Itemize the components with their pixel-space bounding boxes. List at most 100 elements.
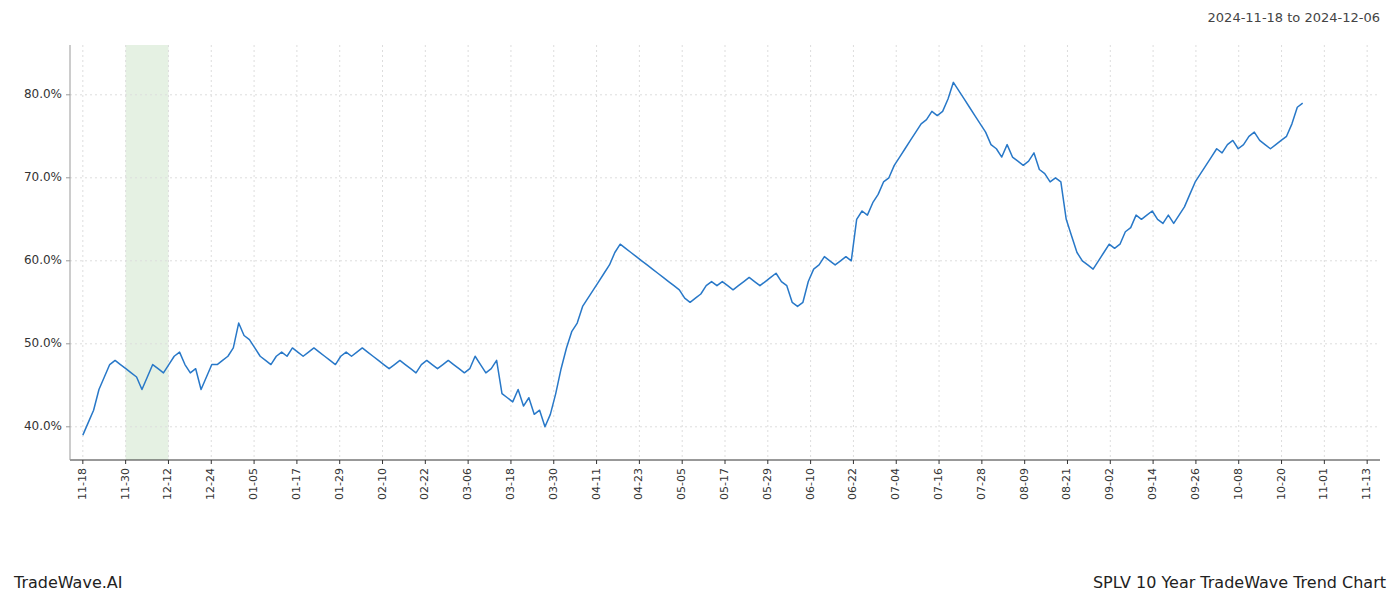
x-tick-label: 10-20 bbox=[1275, 468, 1288, 500]
x-tick bbox=[1324, 460, 1325, 464]
x-tick-label: 11-18 bbox=[76, 468, 89, 500]
x-tick bbox=[339, 460, 340, 464]
chart: 40.0%50.0%60.0%70.0%80.0%11-1811-3012-12… bbox=[0, 0, 1400, 600]
grid-line-x bbox=[254, 45, 255, 460]
x-tick bbox=[510, 460, 511, 464]
date-range: 2024-11-18 to 2024-12-06 bbox=[1208, 10, 1380, 25]
x-tick bbox=[1110, 460, 1111, 464]
x-tick-label: 12-12 bbox=[161, 468, 174, 500]
x-tick bbox=[1067, 460, 1068, 464]
grid-line-x bbox=[1110, 45, 1111, 460]
grid-line-x bbox=[1067, 45, 1068, 460]
x-tick-label: 01-05 bbox=[247, 468, 260, 500]
grid-line-x bbox=[981, 45, 982, 460]
x-tick bbox=[725, 460, 726, 464]
x-tick-label: 03-18 bbox=[504, 468, 517, 500]
x-tick-label: 03-30 bbox=[547, 468, 560, 500]
x-tick-label: 05-29 bbox=[761, 468, 774, 500]
y-tick bbox=[66, 426, 70, 427]
x-tick-label: 07-28 bbox=[975, 468, 988, 500]
x-tick bbox=[1195, 460, 1196, 464]
x-tick-label: 01-17 bbox=[290, 468, 303, 500]
x-tick bbox=[1367, 460, 1368, 464]
x-tick-label: 04-23 bbox=[632, 468, 645, 500]
x-tick-label: 02-10 bbox=[376, 468, 389, 500]
x-tick bbox=[468, 460, 469, 464]
grid-line-x bbox=[682, 45, 683, 460]
x-tick bbox=[296, 460, 297, 464]
y-tick-label: 50.0% bbox=[24, 336, 62, 350]
plot-area bbox=[70, 45, 1380, 460]
x-tick-label: 05-17 bbox=[718, 468, 731, 500]
x-tick-label: 11-30 bbox=[119, 468, 132, 500]
x-tick-label: 07-04 bbox=[889, 468, 902, 500]
x-tick bbox=[168, 460, 169, 464]
grid-line-x bbox=[596, 45, 597, 460]
grid-line-x bbox=[125, 45, 126, 460]
y-tick bbox=[66, 343, 70, 344]
chart-title: SPLV 10 Year TradeWave Trend Chart bbox=[1093, 573, 1386, 592]
grid-line-x bbox=[1195, 45, 1196, 460]
x-tick-label: 08-09 bbox=[1018, 468, 1031, 500]
grid-line-x bbox=[1367, 45, 1368, 460]
price-line bbox=[83, 82, 1303, 435]
x-tick bbox=[425, 460, 426, 464]
grid-line-x bbox=[296, 45, 297, 460]
x-tick bbox=[682, 460, 683, 464]
x-tick bbox=[1281, 460, 1282, 464]
y-tick bbox=[66, 260, 70, 261]
x-tick bbox=[254, 460, 255, 464]
grid-line-x bbox=[425, 45, 426, 460]
y-tick-label: 70.0% bbox=[24, 170, 62, 184]
x-tick bbox=[810, 460, 811, 464]
x-tick bbox=[596, 460, 597, 464]
x-tick-label: 06-22 bbox=[846, 468, 859, 500]
x-tick bbox=[125, 460, 126, 464]
x-tick bbox=[939, 460, 940, 464]
x-tick-label: 10-08 bbox=[1232, 468, 1245, 500]
x-tick bbox=[767, 460, 768, 464]
x-tick bbox=[382, 460, 383, 464]
grid-line-x bbox=[382, 45, 383, 460]
grid-line-x bbox=[639, 45, 640, 460]
x-tick-label: 09-26 bbox=[1189, 468, 1202, 500]
x-tick bbox=[981, 460, 982, 464]
x-tick bbox=[211, 460, 212, 464]
grid-line-x bbox=[510, 45, 511, 460]
grid-line-x bbox=[468, 45, 469, 460]
grid-line-x bbox=[1324, 45, 1325, 460]
x-tick-label: 03-06 bbox=[461, 468, 474, 500]
x-tick-label: 09-02 bbox=[1103, 468, 1116, 500]
x-tick-label: 12-24 bbox=[204, 468, 217, 500]
x-tick-label: 01-29 bbox=[333, 468, 346, 500]
grid-line-x bbox=[339, 45, 340, 460]
grid-line-x bbox=[767, 45, 768, 460]
x-tick-label: 11-13 bbox=[1360, 468, 1373, 500]
grid-line-y bbox=[70, 343, 1380, 344]
highlight-span bbox=[126, 45, 169, 460]
grid-line-x bbox=[896, 45, 897, 460]
grid-line-x bbox=[725, 45, 726, 460]
grid-line-x bbox=[1024, 45, 1025, 460]
x-tick-label: 04-11 bbox=[590, 468, 603, 500]
x-tick bbox=[1238, 460, 1239, 464]
x-tick-label: 09-14 bbox=[1146, 468, 1159, 500]
grid-line-x bbox=[211, 45, 212, 460]
x-tick bbox=[82, 460, 83, 464]
x-tick-label: 08-21 bbox=[1060, 468, 1073, 500]
brand-label: TradeWave.AI bbox=[13, 573, 122, 592]
x-tick-label: 11-01 bbox=[1317, 468, 1330, 500]
y-tick-label: 40.0% bbox=[24, 419, 62, 433]
grid-line-x bbox=[1281, 45, 1282, 460]
x-tick-label: 05-05 bbox=[675, 468, 688, 500]
grid-line-y bbox=[70, 177, 1380, 178]
x-tick-label: 07-16 bbox=[932, 468, 945, 500]
y-tick bbox=[66, 94, 70, 95]
grid-line-x bbox=[1238, 45, 1239, 460]
x-tick bbox=[553, 460, 554, 464]
x-tick bbox=[896, 460, 897, 464]
grid-line-x bbox=[82, 45, 83, 460]
grid-line-x bbox=[939, 45, 940, 460]
y-axis-line bbox=[70, 45, 71, 460]
y-tick-label: 80.0% bbox=[24, 87, 62, 101]
